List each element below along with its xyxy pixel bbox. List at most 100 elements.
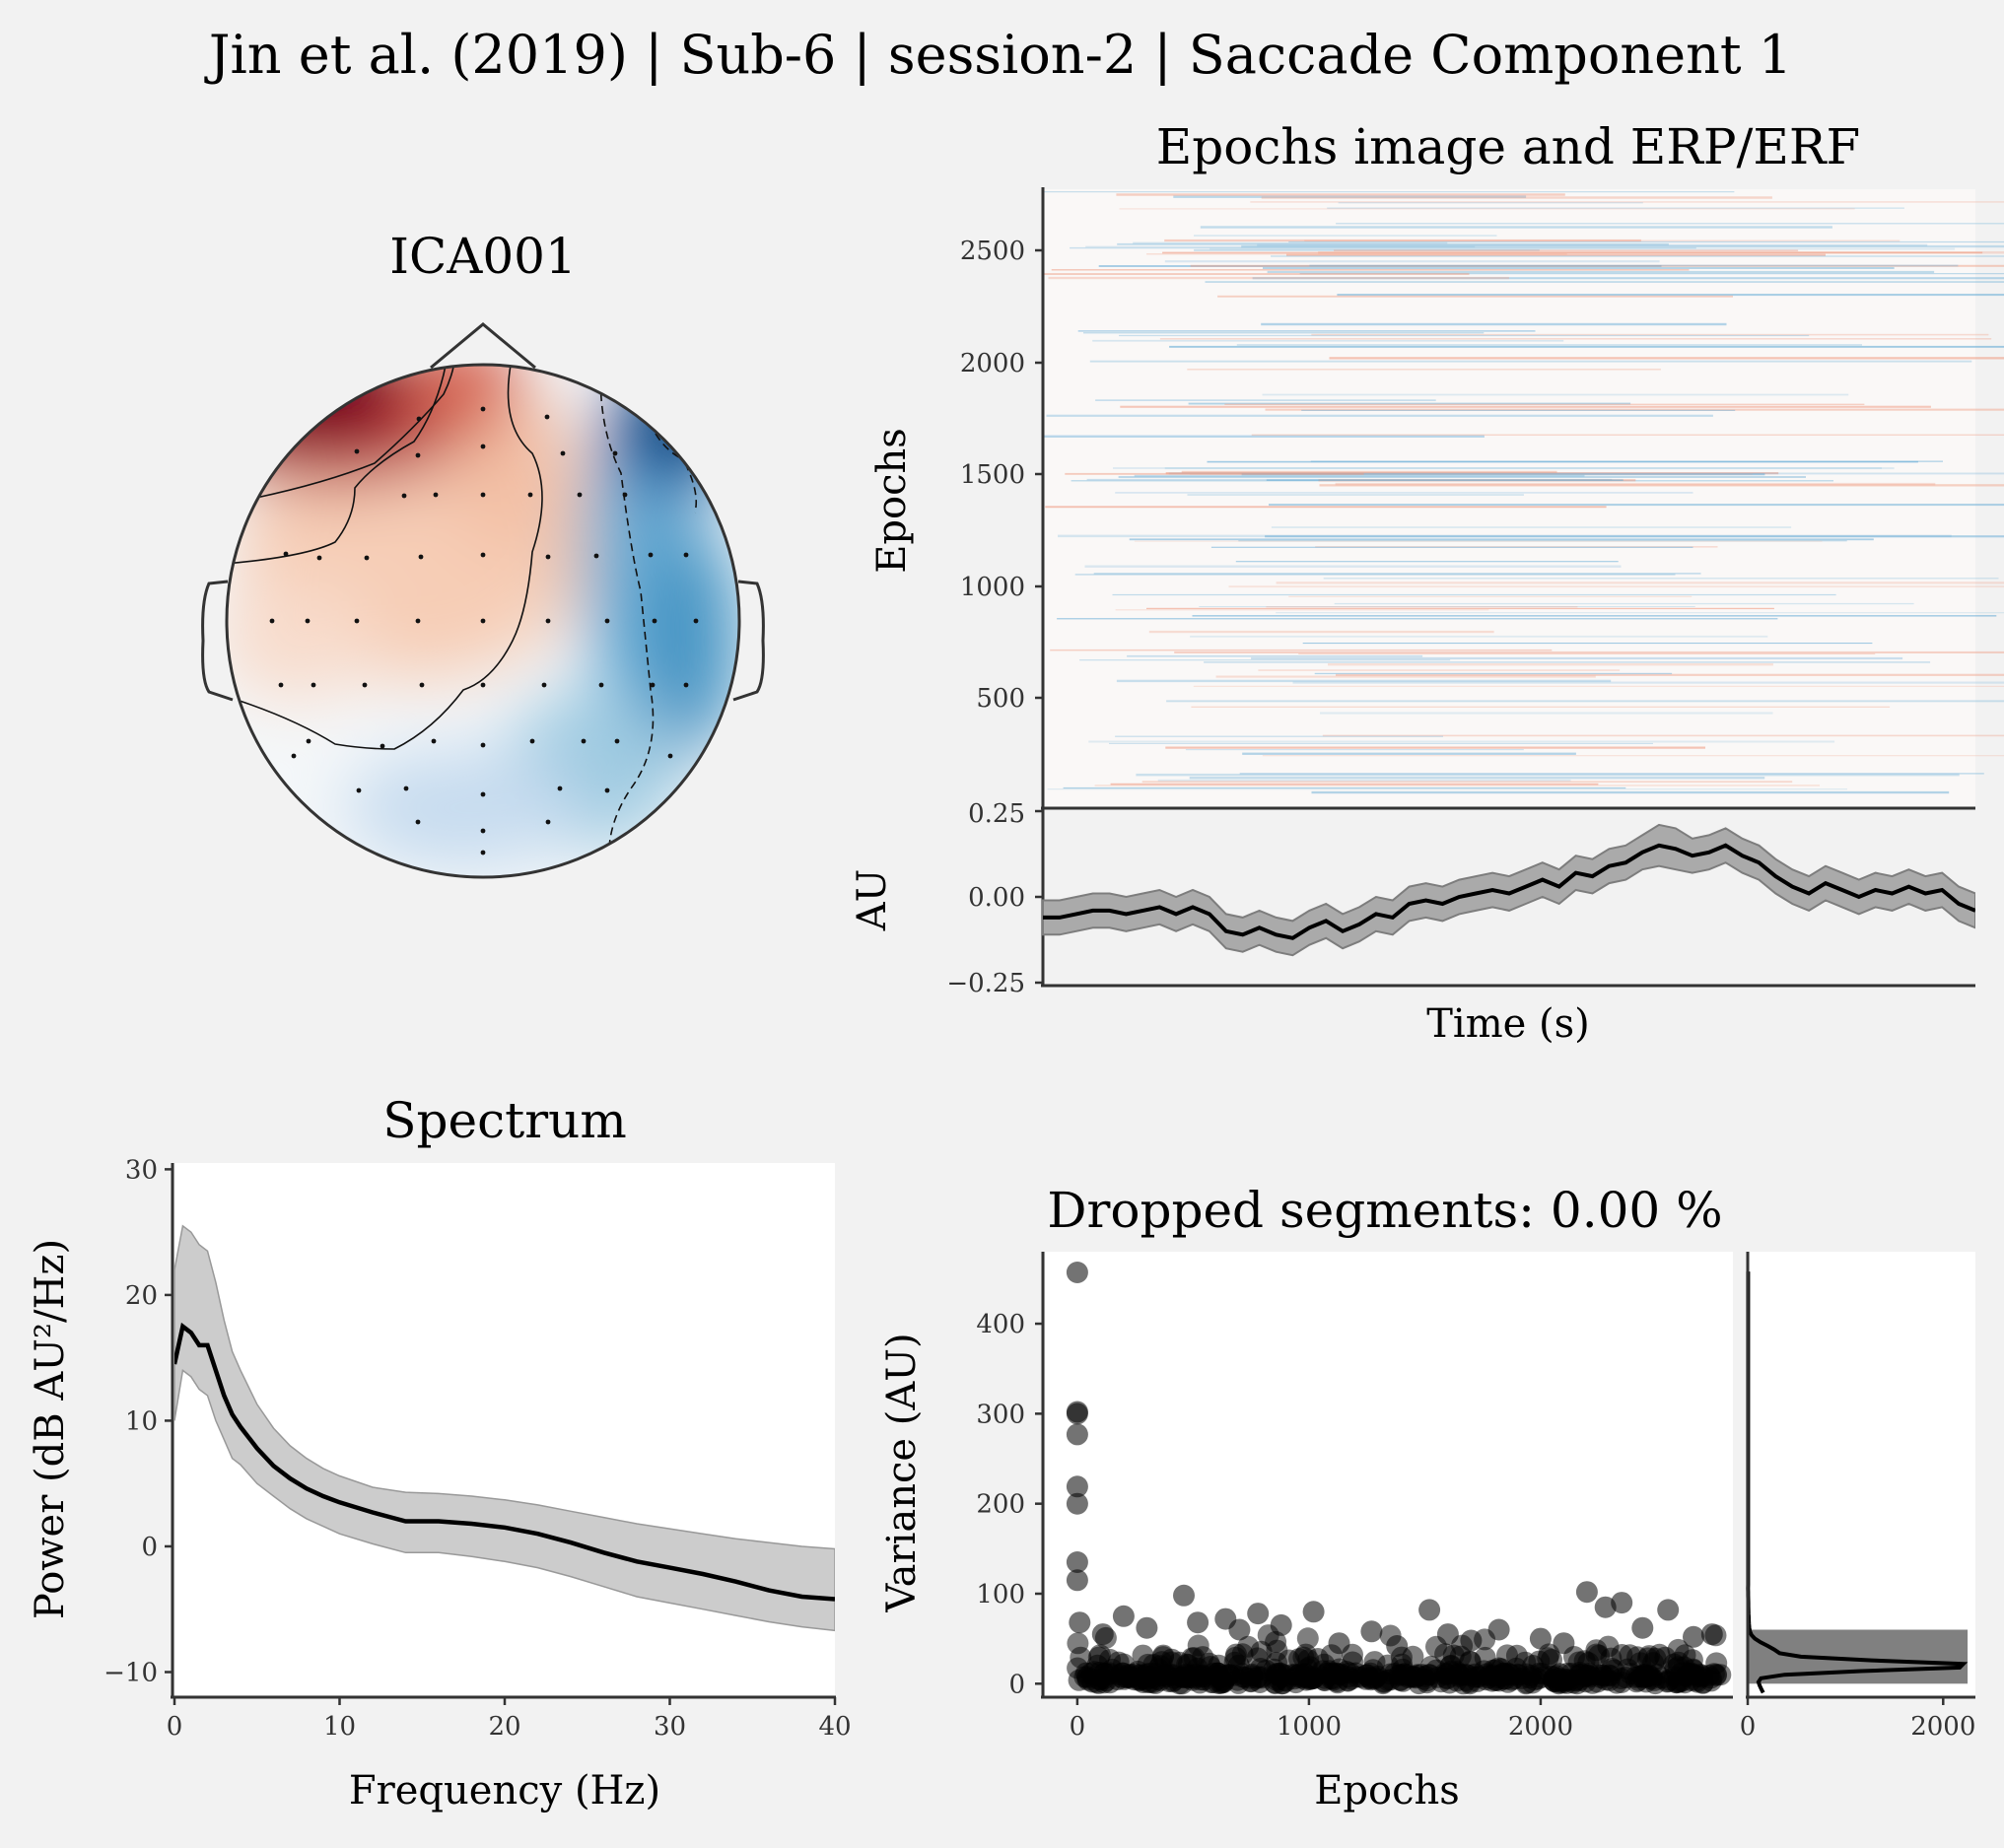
epoch-row-stripe xyxy=(1336,223,2004,225)
erp-ytick-label: 0.25 xyxy=(968,799,1025,829)
epoch-row-stripe xyxy=(1334,249,1799,251)
epoch-row-stripe xyxy=(1187,494,1524,496)
epoch-row-stripe xyxy=(1269,504,2004,507)
epoch-row-stripe xyxy=(1164,239,1641,242)
epoch-row-stripe xyxy=(1148,630,1494,634)
variance-ytick-label: 400 xyxy=(976,1310,1025,1339)
epoch-row-stripe xyxy=(1166,700,2004,703)
epoch-row-stripe xyxy=(1323,578,1999,580)
variance-point xyxy=(1066,1262,1088,1283)
epoch-row-stripe xyxy=(1263,267,1895,269)
head-left-ear xyxy=(201,580,234,702)
epoch-row-stripe xyxy=(1338,202,1643,204)
variance-point xyxy=(1216,1664,1239,1686)
epochs-yticks: 500 1000 1500 2000 2500 xyxy=(960,237,1043,714)
epoch-row-stripe xyxy=(1200,226,1832,229)
variance-point xyxy=(1555,1669,1578,1691)
erp-mean-line xyxy=(1043,843,1975,940)
epoch-row-stripe xyxy=(1165,472,1779,475)
variance-point xyxy=(1297,1668,1320,1690)
variance-point xyxy=(1187,1611,1209,1634)
epoch-row-stripe xyxy=(1251,434,2004,436)
histogram-ticks: 0 2000 xyxy=(1740,1697,1975,1742)
epoch-row-stripe xyxy=(1298,652,1876,654)
epoch-row-stripe xyxy=(1205,281,2004,283)
variance-point xyxy=(1418,1599,1441,1621)
spectrum-ytick-label: 0 xyxy=(141,1533,158,1562)
epoch-row-stripe xyxy=(1088,740,1835,743)
epoch-row-stripe xyxy=(1204,661,1931,663)
epoch-row-stripe xyxy=(1286,253,1826,256)
epoch-row-stripe xyxy=(1134,540,1823,542)
epoch-row-stripe xyxy=(1242,752,1576,755)
epoch-row-stripe xyxy=(1266,606,1578,608)
epoch-row-stripe xyxy=(1063,787,1626,789)
epoch-row-stripe xyxy=(1329,357,2004,360)
variance-point xyxy=(1360,1620,1383,1643)
variance-point xyxy=(1515,1673,1538,1695)
variance-point xyxy=(1355,1664,1378,1686)
epoch-row-stripe xyxy=(1115,735,1443,737)
epoch-row-stripe xyxy=(1115,492,1693,494)
spectrum-mean-line xyxy=(174,1322,835,1602)
epoch-row-stripe xyxy=(1174,650,2004,653)
epoch-row-stripe xyxy=(1157,779,1571,782)
epoch-row-stripe xyxy=(1057,618,1778,620)
epoch-row-stripe xyxy=(1235,561,1619,563)
epochs-image xyxy=(1043,189,1975,807)
spectrum-ticks: 0 10 20 30 40 −10 0 10 20 30 xyxy=(104,1155,851,1742)
epoch-row-stripe xyxy=(1262,393,1849,396)
head-outline xyxy=(225,363,741,879)
spectrum-xtick-label: 20 xyxy=(488,1712,520,1742)
epoch-row-stripe xyxy=(1276,582,2004,584)
spectrum-title: Spectrum xyxy=(382,1092,626,1149)
epoch-row-stripe xyxy=(1185,749,1524,751)
variance-xtick-label: 1000 xyxy=(1277,1712,1342,1742)
variance-point xyxy=(1156,1665,1179,1687)
epoch-row-stripe xyxy=(1134,474,1585,477)
variance-point xyxy=(1529,1627,1552,1650)
variance-point xyxy=(1663,1653,1686,1676)
epochs-ytick-label: 1000 xyxy=(960,573,1025,602)
epochs-ytick-label: 2500 xyxy=(960,237,1025,266)
variance-point xyxy=(1132,1644,1154,1667)
variance-point xyxy=(1683,1625,1704,1648)
erp-xlabel: Time (s) xyxy=(1426,1001,1590,1047)
epoch-row-stripe xyxy=(1320,712,1773,715)
epoch-row-stripe xyxy=(1191,706,1891,708)
epoch-row-stripe xyxy=(1239,773,1984,775)
variance-point xyxy=(1553,1632,1575,1655)
epoch-row-stripe xyxy=(1314,672,1673,675)
variance-point xyxy=(1528,1650,1551,1673)
variance-ticks: 0 1000 2000 0 100 200 300 400 xyxy=(976,1310,1573,1742)
variance-ytick-label: 0 xyxy=(1008,1670,1025,1699)
variance-point xyxy=(1265,1669,1287,1691)
epoch-row-stripe xyxy=(1257,243,1928,246)
epoch-row-stripe xyxy=(1288,595,1693,597)
erp-panel: 0.25 0.00 −0.25 AU Time (s) xyxy=(850,799,1975,1047)
epoch-row-stripe xyxy=(1136,773,1960,777)
epoch-row-stripe xyxy=(1271,526,1792,528)
epoch-row-stripe xyxy=(1093,573,1701,575)
variance-point xyxy=(1487,1618,1510,1641)
epoch-row-stripe xyxy=(1238,540,1847,542)
variance-ytick-label: 100 xyxy=(976,1580,1025,1609)
variance-point xyxy=(1199,1656,1221,1677)
epochs-ylabel: Epochs xyxy=(869,428,915,574)
epoch-row-stripe xyxy=(1265,408,2004,411)
topomap-title: ICA001 xyxy=(389,228,577,285)
histogram-plot-area xyxy=(1748,1252,1975,1697)
epoch-row-stripe xyxy=(1109,742,1653,744)
variance-point xyxy=(1107,1651,1130,1674)
epoch-row-stripe xyxy=(1162,251,1983,254)
epoch-row-stripe xyxy=(1043,273,1470,275)
epoch-row-stripe xyxy=(1265,535,2004,538)
epoch-row-stripe xyxy=(1261,322,1727,326)
epoch-row-stripe xyxy=(1050,649,1553,651)
variance-point xyxy=(1302,1601,1325,1623)
epoch-row-stripe xyxy=(1241,244,2004,248)
epoch-row-stripe xyxy=(1084,565,1622,568)
epoch-row-stripe xyxy=(1304,240,1900,241)
epoch-row-stripe xyxy=(1193,685,2004,687)
epoch-row-stripe xyxy=(1115,609,1489,611)
